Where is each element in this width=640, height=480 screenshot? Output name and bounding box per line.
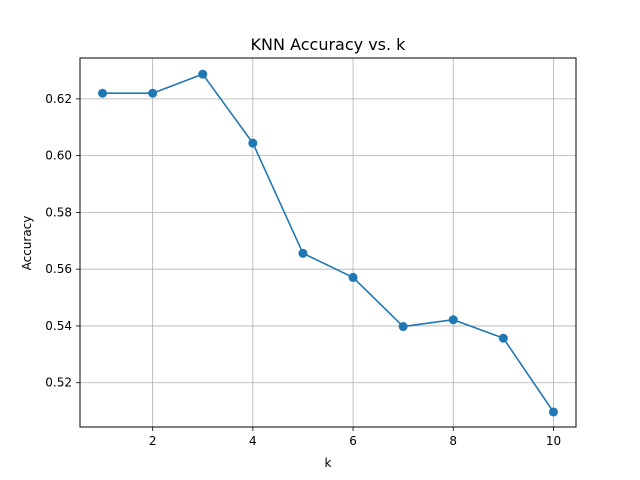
x-tick-label: 6: [349, 434, 357, 448]
data-point: [98, 88, 108, 98]
data-point: [248, 138, 258, 148]
plot-frame: [79, 57, 577, 428]
data-point: [548, 407, 558, 417]
x-tick-label: 4: [249, 434, 257, 448]
y-tick-label: 0.52: [45, 376, 72, 390]
grid-lines: [80, 58, 576, 427]
data-point: [298, 248, 308, 258]
data-series: [98, 69, 558, 417]
accuracy-line: [102, 73, 555, 413]
x-tick-label: 2: [149, 434, 157, 448]
x-tick-label: 10: [546, 434, 561, 448]
data-point: [398, 322, 408, 332]
data-point: [148, 88, 158, 98]
y-tick-label: 0.54: [45, 319, 72, 333]
data-point: [348, 272, 358, 282]
x-tick-label: 8: [449, 434, 457, 448]
x-axis-label: k: [325, 456, 332, 470]
y-tick-label: 0.56: [45, 262, 72, 276]
axis-ticks: 2 4 6 8 10 0.52 0.54 0.56 0.58 0.60 0.62: [45, 92, 561, 448]
y-tick-label: 0.58: [45, 205, 72, 219]
data-point: [498, 333, 508, 343]
y-axis-label: Accuracy: [20, 216, 34, 271]
chart-title: KNN Accuracy vs. k: [251, 35, 407, 54]
y-tick-label: 0.62: [45, 92, 72, 106]
y-tick-label: 0.60: [45, 149, 72, 163]
data-point: [448, 315, 458, 325]
data-point: [198, 69, 208, 79]
